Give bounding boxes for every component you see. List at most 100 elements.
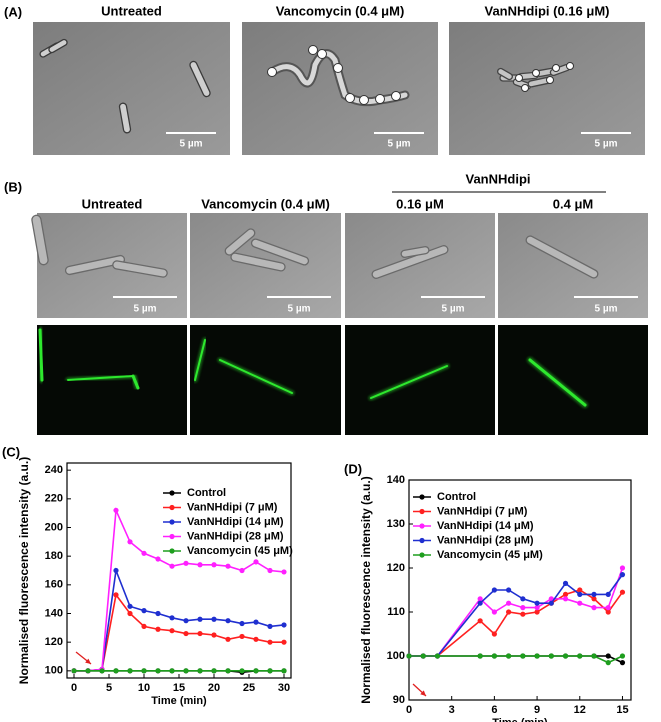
data-point xyxy=(155,626,161,632)
bacterium xyxy=(250,238,310,266)
data-point xyxy=(491,609,497,615)
x-axis-label: Time (min) xyxy=(492,717,548,722)
panel-label: (C) xyxy=(2,444,20,459)
bead xyxy=(267,67,277,77)
data-point xyxy=(605,591,611,598)
x-tick-label: 0 xyxy=(71,682,77,694)
data-point xyxy=(577,591,583,598)
series-line xyxy=(74,507,285,672)
scale-bar-label: 5 µm xyxy=(442,304,465,315)
bacterium xyxy=(400,246,430,258)
y-tick-label: 140 xyxy=(387,474,405,486)
data-point xyxy=(591,653,597,659)
data-point xyxy=(183,560,189,566)
data-point xyxy=(71,668,77,674)
data-point xyxy=(534,653,540,659)
data-point xyxy=(155,668,161,674)
scale-bar-label: 5 µm xyxy=(180,139,203,150)
scale-bar-label: 5 µm xyxy=(595,139,618,150)
x-axis-label: Time (min) xyxy=(151,695,207,707)
data-point xyxy=(434,653,441,659)
data-point xyxy=(577,600,583,606)
data-point xyxy=(197,562,203,568)
fluorescent-cell xyxy=(67,375,134,381)
data-point xyxy=(477,618,483,624)
x-tick-label: 15 xyxy=(616,704,628,716)
data-point xyxy=(619,565,626,571)
series-line xyxy=(409,589,624,657)
bead xyxy=(521,84,529,92)
fluorescent-cell xyxy=(528,358,587,407)
bacterium xyxy=(230,252,286,272)
bacterium xyxy=(48,38,68,54)
image-title: Vancomycin (0.4 μM) xyxy=(201,196,330,211)
bead xyxy=(375,94,385,104)
data-point xyxy=(267,639,273,645)
y-axis-label: Normalised fluorescence intensity (a.u.) xyxy=(359,476,373,703)
legend-label: Vancomycin (45 μM) xyxy=(437,549,543,561)
legend-label: VanNHdipi (14 μM) xyxy=(187,516,284,528)
data-point xyxy=(197,616,203,622)
legend-label: VanNHdipi (14 μM) xyxy=(437,520,534,532)
bead xyxy=(391,91,401,101)
data-point xyxy=(491,653,497,659)
x-tick-label: 25 xyxy=(243,682,255,694)
data-point xyxy=(225,563,231,569)
data-point xyxy=(127,603,133,609)
x-tick-label: 15 xyxy=(173,682,185,694)
data-point xyxy=(477,600,483,606)
data-point xyxy=(211,562,217,568)
series-line xyxy=(409,574,624,657)
bead xyxy=(515,74,523,82)
legend-marker xyxy=(169,490,175,496)
legend-label: VanNHdipi (7 μM) xyxy=(437,505,528,517)
data-point xyxy=(267,623,273,630)
y-tick-label: 240 xyxy=(45,464,63,476)
scale-bar-label: 5 µm xyxy=(388,139,411,150)
data-point xyxy=(197,630,203,637)
image-title: Vancomycin (0.4 μM) xyxy=(276,3,405,18)
data-point xyxy=(113,567,119,574)
series-line xyxy=(74,567,285,672)
data-point xyxy=(141,623,147,630)
x-tick-label: 9 xyxy=(534,704,540,716)
bacterium xyxy=(525,235,599,279)
fluorescent-cell xyxy=(219,359,293,394)
bacterium xyxy=(64,254,126,276)
plot-frame xyxy=(66,462,292,679)
data-point xyxy=(591,596,597,602)
bead xyxy=(552,64,560,72)
data-point xyxy=(420,653,426,659)
bacterium xyxy=(31,214,49,266)
micrograph xyxy=(345,213,495,318)
data-point xyxy=(562,591,569,598)
data-point xyxy=(520,605,526,611)
data-point xyxy=(562,596,569,602)
data-point xyxy=(225,668,231,674)
image-title: Untreated xyxy=(101,3,162,18)
data-point xyxy=(113,592,119,598)
data-point xyxy=(253,619,259,625)
y-tick-label: 200 xyxy=(45,521,63,533)
y-tick-label: 100 xyxy=(387,650,405,662)
data-point xyxy=(520,611,526,617)
legend-label: VanNHdipi (28 μM) xyxy=(437,534,534,546)
data-point xyxy=(113,668,119,674)
legend-marker xyxy=(169,519,175,525)
data-point xyxy=(239,668,245,674)
y-tick-label: 90 xyxy=(393,694,405,706)
data-point xyxy=(281,569,287,575)
data-point xyxy=(506,653,512,659)
fluorescence-image xyxy=(37,325,187,435)
data-point xyxy=(406,653,412,659)
bead xyxy=(308,45,318,55)
data-point xyxy=(281,639,287,645)
image-title: 0.4 μM xyxy=(553,196,593,211)
data-point xyxy=(281,668,287,674)
legend-label: Control xyxy=(187,487,226,499)
image-title: VanNHdipi (0.16 μM) xyxy=(485,3,610,18)
scale-bar-label: 5 µm xyxy=(595,304,618,315)
fluorescent-cell xyxy=(131,374,140,390)
data-point xyxy=(619,653,626,659)
y-tick-label: 120 xyxy=(387,562,405,574)
